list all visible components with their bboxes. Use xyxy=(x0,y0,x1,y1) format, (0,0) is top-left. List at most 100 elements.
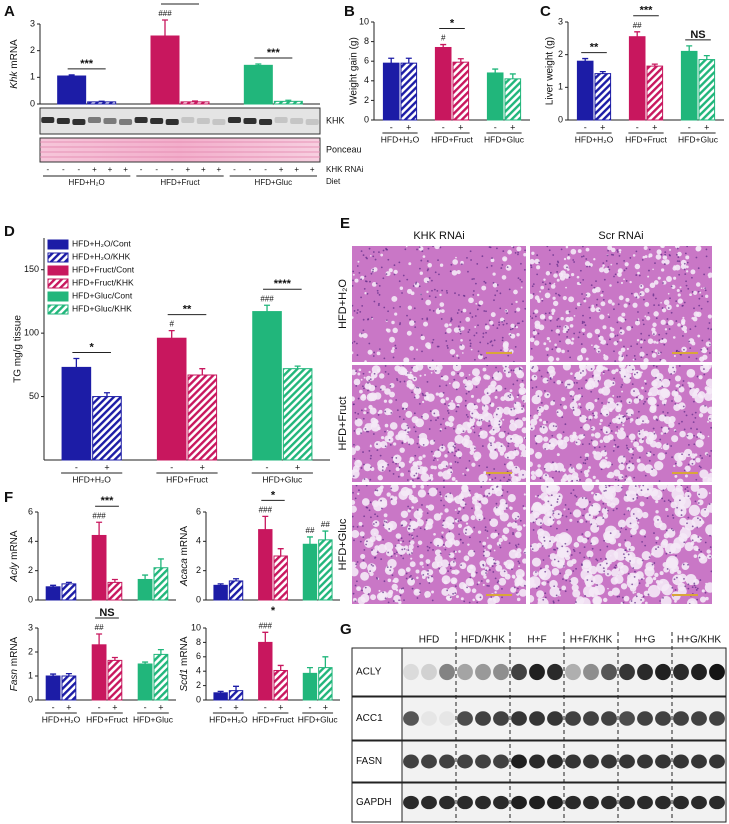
vacuole xyxy=(520,286,523,289)
nucleus xyxy=(576,520,579,523)
vacuole xyxy=(673,354,676,357)
nucleus xyxy=(530,414,532,417)
significance-label: *** xyxy=(267,47,281,59)
nucleus xyxy=(603,445,606,448)
nucleus xyxy=(458,294,460,296)
nucleus xyxy=(570,395,572,397)
nucleus xyxy=(389,444,392,446)
nucleus xyxy=(368,247,371,250)
bar xyxy=(628,36,646,121)
vacuole xyxy=(565,286,567,289)
scale-bar xyxy=(486,352,512,354)
vacuole xyxy=(611,247,616,253)
lane-sign: - xyxy=(264,165,267,174)
y-tick-label: 100 xyxy=(24,328,39,338)
vacuole xyxy=(676,288,680,293)
vacuole xyxy=(657,485,668,491)
vacuole xyxy=(448,323,452,327)
nucleus xyxy=(518,367,521,369)
nucleus xyxy=(453,446,456,449)
nucleus xyxy=(427,280,429,283)
vacuole xyxy=(617,543,622,547)
vacuole xyxy=(536,265,541,270)
nucleus xyxy=(680,290,683,292)
vacuole xyxy=(482,541,487,546)
vacuole xyxy=(495,376,498,380)
nucleus xyxy=(509,334,512,337)
nucleus xyxy=(689,328,692,331)
nucleus xyxy=(562,578,564,581)
bar xyxy=(400,62,418,121)
vacuole xyxy=(531,251,535,255)
nucleus xyxy=(585,520,588,523)
vacuole xyxy=(352,505,357,513)
nucleus xyxy=(531,387,534,389)
blot-band xyxy=(493,663,509,681)
nucleus xyxy=(383,520,386,523)
nucleus xyxy=(535,386,538,388)
nucleus xyxy=(680,514,683,516)
nucleus xyxy=(368,509,371,512)
nucleus xyxy=(582,370,584,372)
nucleus xyxy=(708,417,711,420)
vacuole xyxy=(706,549,711,554)
nucleus xyxy=(663,500,666,503)
nucleus xyxy=(397,539,400,542)
vacuole xyxy=(492,595,500,603)
nucleus xyxy=(352,279,354,282)
nucleus xyxy=(607,369,610,372)
vacuole xyxy=(469,445,477,452)
nucleus xyxy=(396,409,399,412)
nucleus xyxy=(490,340,493,343)
nucleus xyxy=(588,514,591,516)
nucleus xyxy=(417,436,420,438)
vacuole xyxy=(543,404,549,411)
nucleus xyxy=(549,516,552,519)
nucleus xyxy=(363,287,366,290)
vacuole xyxy=(704,582,712,593)
nucleus xyxy=(574,494,577,497)
vacuole xyxy=(398,461,405,468)
nucleus xyxy=(616,334,619,337)
vacuole xyxy=(483,575,487,579)
nucleus xyxy=(369,457,372,460)
vacuole xyxy=(498,411,501,415)
sign-label: - xyxy=(688,122,691,132)
nucleus xyxy=(607,509,609,512)
nucleus xyxy=(456,461,459,464)
bar xyxy=(156,337,187,461)
nucleus xyxy=(497,533,500,535)
nucleus xyxy=(462,294,465,297)
vacuole xyxy=(387,520,398,531)
vacuole xyxy=(492,282,498,288)
nucleus xyxy=(572,489,575,491)
vacuole xyxy=(611,302,615,306)
blot-band xyxy=(403,663,419,681)
vacuole xyxy=(483,387,492,396)
vacuole xyxy=(673,265,677,269)
vacuole xyxy=(499,512,509,522)
nucleus xyxy=(533,329,536,332)
scale-bar xyxy=(486,472,512,474)
nucleus xyxy=(468,460,471,462)
nucleus xyxy=(457,309,460,311)
nucleus xyxy=(611,463,613,466)
nucleus xyxy=(387,463,389,466)
nucleus xyxy=(561,514,564,517)
vacuole xyxy=(571,337,575,341)
nucleus xyxy=(708,352,711,354)
vacuole xyxy=(695,457,701,463)
vacuole xyxy=(411,496,418,504)
vacuole xyxy=(641,550,651,561)
vacuole xyxy=(533,414,539,420)
vacuole xyxy=(358,521,363,526)
vacuole xyxy=(470,348,473,351)
vacuole xyxy=(626,576,639,589)
vacuole xyxy=(418,432,428,442)
nucleus xyxy=(590,368,593,370)
sign-label: - xyxy=(170,462,173,472)
vacuole xyxy=(564,555,567,558)
vacuole xyxy=(590,536,599,545)
vacuole xyxy=(650,404,657,411)
nucleus xyxy=(576,479,579,482)
